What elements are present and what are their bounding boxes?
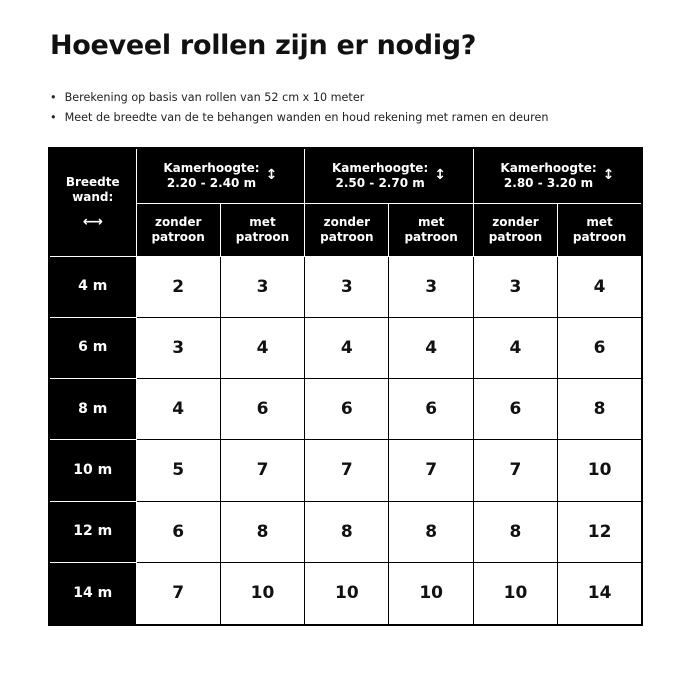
page-title: Hoeveel rollen zijn er nodig? (50, 30, 477, 61)
roll-count: 6 (472, 377, 559, 441)
roll-count: 10 (557, 439, 643, 502)
height-range: 2.80 - 3.20 m (503, 175, 594, 190)
height-label: Kamerhoogte: (500, 160, 597, 175)
roll-count: 4 (472, 316, 559, 380)
sub-label: zonder (492, 214, 539, 229)
row-width: 8 m (49, 377, 137, 441)
corner-label: Breedte (65, 174, 120, 189)
zonder-patroon-header: zonder patroon (304, 202, 390, 257)
row-width: 6 m (49, 316, 137, 380)
sub-label: patroon (404, 229, 458, 244)
sub-label: met (249, 214, 276, 229)
row-width: 10 m (49, 439, 137, 502)
roll-count: 12 (557, 500, 643, 563)
roll-count: 4 (557, 255, 643, 318)
met-patroon-header: met patroon (219, 202, 306, 257)
height-header: Kamerhoogte: 2.50 - 2.70 m ↕ (304, 147, 474, 204)
bullet: Meet de breedte van de te behangen wande… (50, 108, 549, 128)
roll-count: 6 (219, 377, 306, 441)
roll-count: 7 (388, 439, 474, 502)
met-patroon-header: met patroon (388, 202, 474, 257)
vertical-arrow-icon: ↕ (434, 167, 446, 184)
roll-count: 14 (557, 561, 643, 626)
roll-count: 6 (135, 500, 221, 563)
height-header: Kamerhoogte: 2.20 - 2.40 m ↕ (135, 147, 306, 204)
height-range: 2.50 - 2.70 m (335, 175, 425, 190)
sub-label: met (417, 214, 445, 229)
table-row: 14 m 7 10 10 10 10 14 (49, 561, 643, 626)
roll-count: 6 (388, 377, 474, 441)
roll-count: 10 (219, 561, 306, 626)
sub-label: patroon (572, 229, 627, 244)
sub-label: zonder (323, 214, 371, 229)
roll-count: 10 (304, 561, 390, 626)
height-label: Kamerhoogte: (163, 160, 260, 175)
roll-count: 3 (388, 255, 474, 318)
vertical-arrow-icon: ↕ (265, 167, 278, 184)
roll-count: 2 (135, 255, 221, 318)
roll-count: 10 (388, 561, 474, 626)
corner-label: wand: (72, 189, 114, 204)
roll-count: 7 (304, 439, 390, 502)
roll-count: 4 (388, 316, 474, 380)
roll-count: 7 (135, 561, 221, 626)
roll-count: 8 (557, 377, 643, 441)
height-header: Kamerhoogte: 2.80 - 3.20 m ↕ (472, 147, 643, 204)
roll-count: 8 (219, 500, 306, 563)
roll-count: 7 (219, 439, 306, 502)
roll-count: 8 (388, 500, 474, 563)
roll-count: 4 (304, 316, 390, 380)
roll-count: 7 (472, 439, 559, 502)
height-label: Kamerhoogte: (331, 160, 429, 175)
zonder-patroon-header: zonder patroon (472, 202, 559, 257)
roll-count: 6 (304, 377, 390, 441)
height-range: 2.20 - 2.40 m (166, 175, 257, 190)
sub-label: patroon (320, 229, 374, 244)
roll-count: 3 (219, 255, 306, 318)
roll-count: 8 (304, 500, 390, 563)
roll-count: 3 (135, 316, 221, 380)
table-row: 12 m 6 8 8 8 8 12 (49, 500, 643, 563)
horizontal-arrow-icon: ⟷ (82, 213, 103, 230)
sub-label: patroon (488, 229, 543, 244)
zonder-patroon-header: zonder patroon (135, 202, 221, 257)
sub-label: patroon (151, 229, 205, 244)
table-row: 10 m 5 7 7 7 7 10 (49, 439, 643, 502)
roll-count: 8 (472, 500, 559, 563)
roll-count: 10 (472, 561, 559, 626)
bullet: Berekening op basis van rollen van 52 cm… (50, 88, 548, 108)
vertical-arrow-icon: ↕ (602, 167, 615, 184)
rolls-table: Breedte wand: ⟷ Kamerhoogte: 2.20 - 2.40 … (48, 147, 643, 626)
roll-count: 3 (472, 255, 559, 318)
row-width: 14 m (49, 561, 137, 626)
row-width: 12 m (49, 500, 137, 563)
roll-count: 5 (135, 439, 221, 502)
info-list: Berekening op basis van rollen van 52 cm… (50, 88, 549, 128)
roll-count: 3 (304, 255, 390, 318)
sub-label: met (586, 214, 613, 229)
roll-count: 6 (557, 316, 643, 380)
width-header: Breedte wand: ⟷ (48, 147, 137, 257)
roll-count: 4 (219, 316, 306, 380)
sub-label: zonder (154, 214, 202, 229)
sub-label: patroon (235, 229, 290, 244)
roll-count: 4 (135, 377, 221, 441)
row-width: 4 m (49, 255, 137, 318)
met-patroon-header: met patroon (557, 202, 643, 257)
